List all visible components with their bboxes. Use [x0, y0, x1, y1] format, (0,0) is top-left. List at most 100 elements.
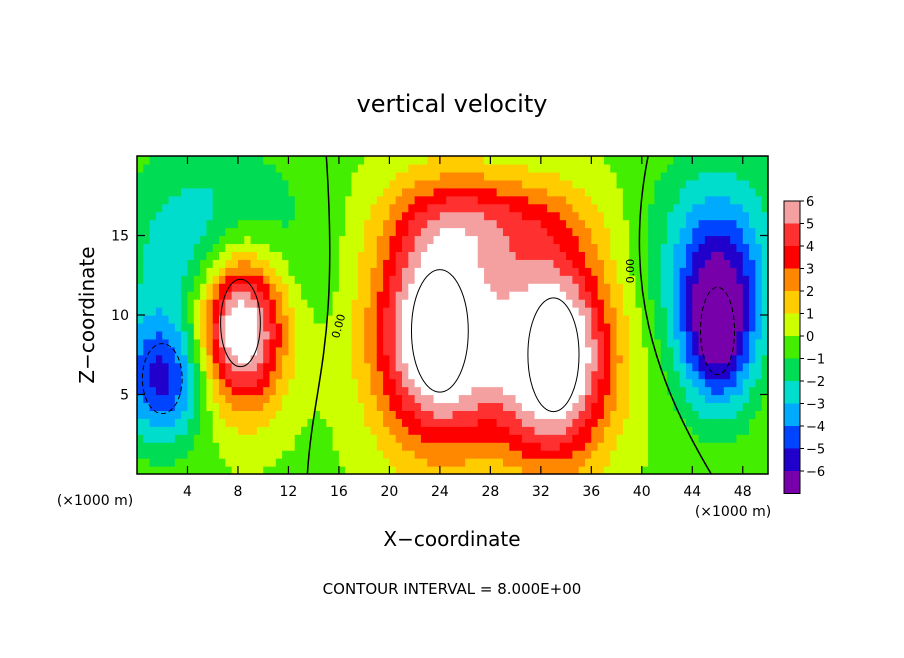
heatmap-cell: [723, 402, 731, 411]
heatmap-cell: [452, 187, 460, 197]
heatmap-cell: [231, 322, 239, 332]
heatmap-cell: [648, 171, 656, 181]
heatmap-cell: [629, 394, 637, 404]
heatmap-cell: [477, 402, 485, 411]
heatmap-cell: [288, 299, 296, 308]
heatmap-cell: [338, 243, 346, 252]
heatmap-cell: [484, 426, 491, 435]
heatmap-cell: [357, 267, 365, 276]
heatmap-cell: [603, 315, 611, 324]
heatmap-cell: [225, 307, 233, 316]
heatmap-cell: [244, 267, 252, 276]
heatmap-cell: [610, 275, 618, 284]
heatmap-cell: [616, 235, 624, 245]
x-tick-label: 20: [380, 484, 398, 500]
heatmap-cell: [471, 458, 479, 467]
heatmap-cell: [389, 386, 397, 396]
heatmap-cell: [206, 299, 214, 308]
heatmap-cell: [351, 211, 359, 221]
heatmap-cell: [237, 426, 245, 435]
heatmap-cell: [540, 156, 548, 165]
heatmap-cell: [181, 434, 189, 443]
heatmap-cell: [540, 211, 548, 221]
heatmap-cell: [338, 338, 346, 348]
heatmap-cell: [206, 171, 214, 181]
colorbar-tick-label: 0: [806, 330, 814, 345]
heatmap-cell: [332, 378, 340, 388]
heatmap-cell: [509, 299, 517, 308]
heatmap-cell: [237, 315, 245, 324]
heatmap-cell: [591, 171, 599, 181]
heatmap-cell: [704, 203, 712, 213]
heatmap-cell: [338, 203, 346, 213]
heatmap-cell: [282, 322, 290, 332]
heatmap-cell: [730, 299, 738, 308]
heatmap-cell: [269, 291, 277, 300]
heatmap-cell: [275, 394, 283, 404]
heatmap-cell: [597, 394, 605, 404]
heatmap-cell: [427, 458, 435, 467]
heatmap-cell: [616, 330, 624, 340]
heatmap-cell: [143, 458, 151, 467]
heatmap-cell: [225, 338, 233, 348]
heatmap-cell: [174, 179, 182, 189]
heatmap-cell: [376, 235, 384, 245]
heatmap-cell: [616, 418, 624, 427]
heatmap-cell: [673, 426, 681, 435]
heatmap-cell: [439, 283, 447, 292]
heatmap-cell: [376, 259, 384, 268]
heatmap-cell: [250, 466, 258, 474]
heatmap-cell: [187, 291, 195, 300]
heatmap-cell: [654, 346, 662, 356]
heatmap-cell: [477, 291, 485, 300]
heatmap-cell: [383, 354, 390, 364]
heatmap-cell: [256, 386, 264, 396]
heatmap-cell: [162, 410, 170, 419]
heatmap-cell: [578, 354, 586, 364]
heatmap-cell: [143, 362, 151, 372]
heatmap-cell: [685, 442, 693, 451]
heatmap-cell: [364, 458, 372, 467]
heatmap-cell: [231, 394, 239, 404]
heatmap-cell: [490, 291, 498, 300]
heatmap-cell: [168, 354, 176, 364]
heatmap-cell: [389, 163, 397, 173]
heatmap-cell: [389, 346, 397, 356]
heatmap-cell: [723, 219, 731, 229]
heatmap-cell: [692, 410, 700, 419]
heatmap-cell: [559, 195, 567, 205]
heatmap-cell: [256, 410, 264, 419]
heatmap-cell: [237, 402, 245, 411]
heatmap-cell: [143, 291, 151, 300]
heatmap-cell: [692, 418, 700, 427]
heatmap-cell: [667, 251, 674, 260]
x-tick-label: 4: [183, 484, 192, 500]
heatmap-cell: [578, 370, 586, 380]
heatmap-cell: [225, 267, 233, 276]
heatmap-cell: [465, 267, 473, 276]
heatmap-cell: [692, 227, 700, 237]
heatmap-cell: [641, 362, 649, 372]
heatmap-cell: [288, 402, 296, 411]
heatmap-cell: [685, 227, 693, 237]
heatmap-cell: [269, 156, 277, 165]
heatmap-cell: [389, 354, 397, 364]
heatmap-cell: [433, 370, 441, 380]
heatmap-cell: [515, 322, 523, 332]
heatmap-cell: [622, 450, 630, 459]
heatmap-cell: [667, 227, 674, 237]
heatmap-cell: [717, 394, 725, 404]
heatmap-cell: [294, 362, 302, 372]
heatmap-cell: [383, 219, 390, 229]
contour-line: [410, 269, 469, 393]
heatmap-cell: [749, 235, 756, 245]
colorbar-tick-label: 3: [806, 263, 814, 278]
heatmap-cell: [654, 251, 662, 260]
heatmap-cell: [307, 156, 315, 165]
heatmap-cell: [496, 466, 504, 474]
heatmap-cell: [616, 322, 624, 332]
heatmap-cell: [402, 370, 409, 380]
heatmap-cell: [212, 171, 220, 181]
heatmap-cell: [275, 362, 283, 372]
heatmap-cell: [168, 227, 176, 237]
